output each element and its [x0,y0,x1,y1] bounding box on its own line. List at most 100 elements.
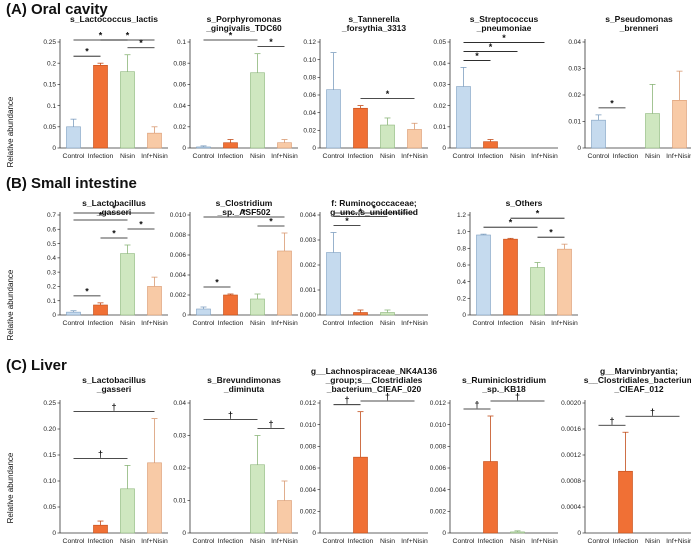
chart-title-line: s_Lactobacillus [82,198,146,208]
y-tick-label: 0.003 [300,237,317,244]
bar [93,65,108,149]
bar [645,113,660,149]
y-tick-label: 0 [52,145,56,152]
y-tick-label: 0.006 [170,252,187,259]
bar [591,119,606,149]
chart-panel-3: s_Tannerella_forsythia_3313 0 0.02 0.04 0.06… [303,14,428,160]
x-tick-label: Infection [88,538,114,545]
significance-mark: * [139,38,143,48]
bar [407,129,422,149]
y-tick-label: 0.3 [47,269,56,276]
y-tick-label: 0.04 [568,39,581,46]
bar [66,311,81,316]
chart-panel-5: s_Pseudomonas_brenneri 0 0.01 0.02 0.03 0.04 C… [568,14,691,160]
y-tick-label: 0.02 [303,128,316,135]
y-tick-label: 0 [462,312,466,319]
significance-mark: * [112,229,116,239]
x-tick-label: Nisin [120,538,135,545]
significance-mark: † [515,392,520,402]
y-axis-label-oral: Relative abundance [6,96,15,167]
y-tick-label: 0.002 [430,509,447,516]
y-tick-label: 0.05 [433,39,446,46]
chart-panel-13: s_Ruminiclostridium_sp._KB18 0 0.002 0.004 0… [430,375,558,545]
significance-mark: † [474,400,479,410]
x-tick-label: Infection [613,538,639,545]
x-tick-label: Control [193,538,215,545]
y-tick-label: 0.008 [430,444,447,451]
y-tick-label: 0.002 [300,509,317,516]
bar [120,488,135,534]
x-tick-label: Inf+Nisin [531,153,558,160]
chart-title-line: s_Porphyromonas [207,14,282,24]
y-tick-label: 0.04 [173,103,186,110]
chart-panel-2: s_Porphyromonas_gingivalis_TDC60 0 0.02 0.0… [173,14,298,160]
section-title-oral-cavity: (A) Oral cavity [6,1,108,18]
section-title-liver: (C) Liver [6,357,67,374]
x-tick-label: Infection [478,538,504,545]
bar [120,71,135,149]
chart-panel-10: s_Lactobacillus_gasseri 0 0.05 0.10 0.15 0.20… [43,375,168,545]
x-tick-label: Inf+Nisin [271,153,298,160]
chart-title-line: s_Lactococcus_lactis [70,14,158,24]
y-axis-label-liver: Relative abundance [6,452,15,523]
x-tick-label: Infection [218,320,244,327]
bar [223,294,238,316]
chart-title-line: s_Streptococcus [470,14,539,24]
x-tick-label: Infection [478,153,504,160]
y-tick-label: 0.10 [303,57,316,64]
chart-title-line: s_Clostridium [216,198,273,208]
y-tick-label: 0.15 [43,82,56,89]
chart-title-line: s_Brevundimonas [207,375,281,385]
y-tick-label: 0.008 [170,232,187,239]
y-tick-label: 0.03 [173,433,186,440]
y-tick-label: 0.03 [433,82,446,89]
bar [277,250,292,316]
y-tick-label: 0.006 [300,465,317,472]
y-tick-label: 0.04 [433,60,446,67]
chart-title-line: _forsythia_3313 [341,23,407,33]
significance-mark: * [269,37,273,47]
y-tick-label: 0.25 [43,39,56,46]
y-tick-label: 0.10 [43,478,56,485]
y-tick-label: 0.02 [173,124,186,131]
y-tick-label: 0.004 [300,487,317,494]
y-tick-label: 0.01 [568,119,581,126]
bar [483,461,498,534]
x-tick-label: Inf+Nisin [531,538,558,545]
significance-mark: * [489,42,493,52]
significance-mark: * [372,204,376,214]
chart-title-line: s_Ruminiclostridium [462,375,547,385]
x-tick-label: Nisin [250,153,265,160]
significance-mark: † [228,410,233,420]
bar [380,124,395,149]
y-tick-label: 0 [182,145,186,152]
y-tick-label: 0.1 [47,103,56,110]
y-tick-label: 0.002 [300,262,317,269]
significance-mark: * [475,51,479,61]
significance-mark: * [536,209,540,219]
chart-panel-14: g__Marvinbryantia;s__Clostridiales_bacte… [561,366,691,545]
x-tick-label: Nisin [380,538,395,545]
chart-title-line: _pneumoniae [476,23,532,33]
y-tick-label: 0 [182,312,186,319]
chart-title-line: _sp._ASF502 [217,207,271,217]
y-tick-label: 0 [52,312,56,319]
bar [483,141,498,149]
y-tick-label: 0 [312,530,316,537]
significance-mark: † [385,392,390,402]
x-tick-label: Inf+Nisin [401,153,428,160]
bar [510,531,525,534]
y-axis-label-intestine: Relative abundance [6,269,15,340]
significance-mark: * [242,208,246,218]
y-tick-label: 0.0016 [561,426,581,433]
y-tick-label: 0 [577,530,581,537]
x-tick-label: Infection [88,320,114,327]
bar [250,464,265,534]
chart-panels: s_Lactococcus_lactis 0 0.05 0.1 0.15 0.2 0.25 C… [43,14,691,545]
x-tick-label: Nisin [120,153,135,160]
bar [353,456,368,534]
y-tick-label: 0.8 [457,246,466,253]
y-tick-label: 0.06 [173,82,186,89]
x-tick-label: Nisin [380,320,395,327]
bar [380,312,395,316]
